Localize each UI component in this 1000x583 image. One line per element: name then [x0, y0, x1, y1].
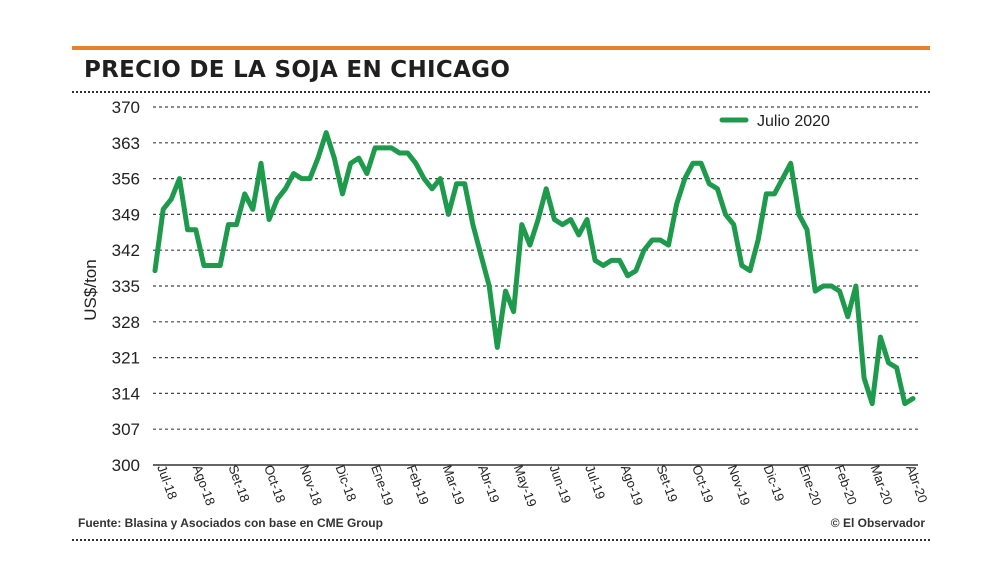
top-accent-rule [72, 46, 930, 50]
y-tick-label: 307 [112, 420, 140, 439]
x-tick-label: Set-18 [226, 463, 253, 504]
x-tick-label: Jun-19 [547, 463, 575, 505]
x-tick-label: Mar-19 [440, 463, 468, 507]
y-tick-label: 356 [112, 170, 140, 189]
x-tick-label: Jul-18 [154, 463, 180, 501]
y-axis-label: US$/ton [81, 259, 100, 320]
x-tick-label: Ago-18 [190, 463, 218, 508]
x-tick-label: Feb-19 [404, 463, 432, 507]
x-tick-label: Oct-18 [261, 463, 288, 505]
bottom-divider [72, 539, 930, 541]
legend-label: Julio 2020 [757, 113, 830, 130]
x-tick-label: Abr-19 [475, 463, 502, 505]
y-tick-label: 328 [112, 313, 140, 332]
x-tick-label: Feb-20 [832, 463, 860, 507]
x-tick-label: Ene-19 [368, 463, 396, 508]
credit-note: © El Observador [830, 516, 925, 530]
y-tick-label: 314 [112, 384, 140, 403]
x-tick-label: Ago-19 [618, 463, 646, 508]
y-tick-label: 335 [112, 277, 140, 296]
title-divider [72, 91, 930, 93]
x-tick-label: Nov-19 [725, 463, 753, 508]
x-tick-label: May-19 [511, 463, 540, 509]
series-line-julio-2020 [152, 130, 916, 407]
x-tick-label: Dic-18 [333, 463, 360, 503]
legend: Julio 2020 [719, 113, 830, 130]
y-tick-label: 300 [112, 456, 140, 475]
x-tick-label: Jul-19 [582, 463, 608, 501]
x-tick-label: Dic-19 [761, 463, 788, 503]
x-tick-label: Set-19 [654, 463, 681, 504]
source-note: Fuente: Blasina y Asociados con base en … [78, 516, 383, 530]
x-tick-label: Abr-20 [903, 463, 930, 505]
y-tick-label: 342 [112, 241, 140, 260]
x-tick-label: Mar-20 [868, 463, 896, 507]
y-tick-label: 370 [112, 98, 140, 117]
y-tick-label: 363 [112, 134, 140, 153]
x-tick-label: Nov-18 [297, 463, 325, 508]
x-tick-label: Ene-20 [796, 463, 824, 508]
y-tick-label: 321 [112, 349, 140, 368]
chart-title: PRECIO DE LA SOJA EN CHICAGO [84, 57, 511, 83]
y-tick-label: 349 [112, 205, 140, 224]
x-tick-label: Oct-19 [689, 463, 716, 505]
